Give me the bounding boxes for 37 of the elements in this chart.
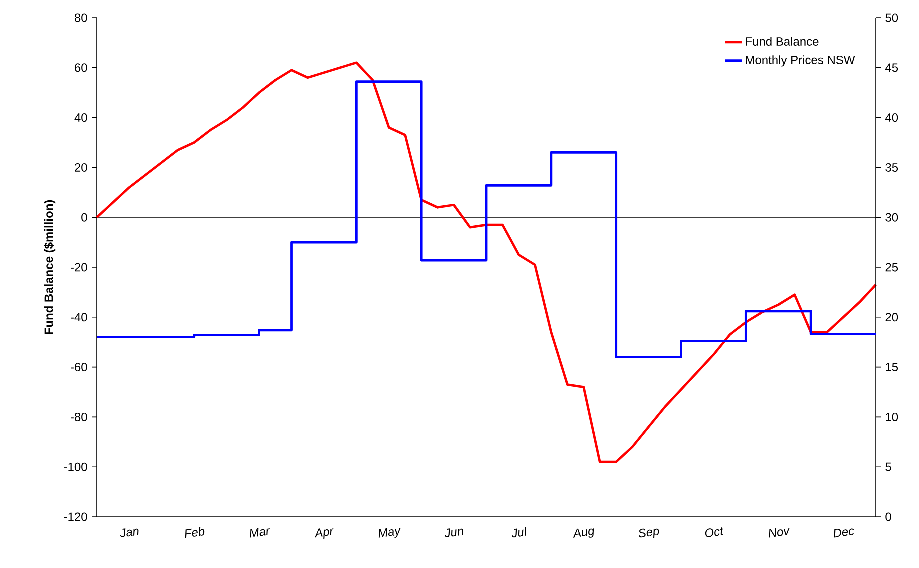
y-tick-label: 0 [82,213,88,222]
y2-tick-label: 35 [886,163,898,172]
y2-tick-label: 20 [886,313,898,322]
y2-tick-label: 5 [886,462,892,472]
y2-tick-label: 30 [886,213,898,222]
y2-tick-label: 10 [886,412,898,422]
x-tick-label: Apr [315,528,334,539]
x-tick-label: Dec [834,528,854,538]
y-tick-label: -100 [64,462,88,472]
x-tick-label: Nov [769,528,790,538]
y-tick-label: 80 [74,14,88,22]
y-axis-title: Fund Balance ($million) [44,200,56,334]
y-tick-label: -20 [70,263,88,272]
x-tick-label: Sep [638,528,660,538]
x-tick-label: Mar [250,528,270,538]
x-tick-label: Oct [705,528,724,538]
x-tick-label: Jul [512,527,526,538]
legend-label: Monthly Prices NSW [746,56,856,67]
y-tick-label: -120 [64,512,88,522]
y-tick-label: -40 [70,313,88,322]
x-tick-label: May [378,528,401,538]
y-tick-label: 20 [75,163,88,172]
y-tick-label: 40 [74,114,88,122]
y-tick-label: -60 [70,363,88,372]
y-tick-label: 60 [75,64,88,72]
x-tick-label: Feb [185,527,205,538]
y2-tick-label: 40 [885,114,898,122]
legend-label: Fund Balance [746,37,819,46]
y-tick-label: -80 [70,412,88,422]
y2-tick-label: 50 [886,14,898,22]
y2-tick-label: 0 [886,512,892,522]
y2-tick-label: 25 [886,263,898,272]
x-tick-label: Aug [573,528,594,538]
y2-tick-label: 45 [885,64,898,72]
x-tick-label: Jan [120,528,139,538]
y2-tick-label: 15 [886,363,898,372]
x-tick-label: Jun [445,528,464,538]
